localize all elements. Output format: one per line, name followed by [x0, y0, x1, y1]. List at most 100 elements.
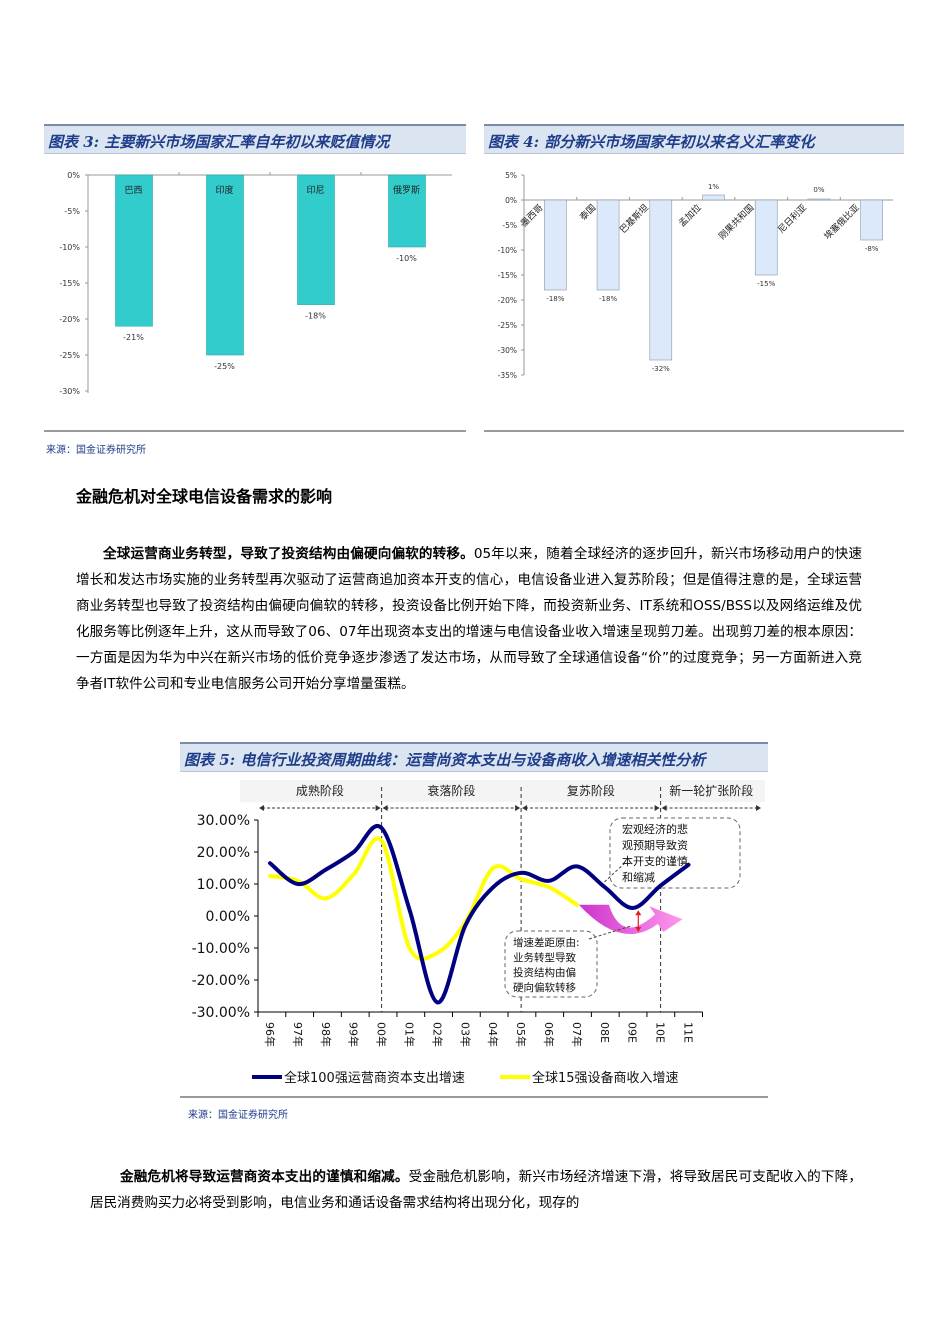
x-tick-label: 08E [598, 1022, 611, 1043]
callout-text: 硬向偏软转移 [513, 981, 576, 994]
x-tick-label: 07年 [570, 1022, 584, 1047]
x-tick-label: 98年 [319, 1022, 333, 1047]
trend-arrow [578, 904, 683, 935]
phase-label: 衰落阶段 [427, 783, 475, 798]
y-tick-label: -35% [498, 371, 517, 380]
x-tick-label: 03年 [458, 1022, 472, 1047]
x-tick-label: 97年 [291, 1022, 305, 1047]
figure4-title: 图表 4: 部分新兴市场国家年初以来名义汇率变化 [484, 124, 904, 154]
figure4-bottom-rule [484, 430, 904, 432]
callout-text: 和缩减 [622, 871, 655, 884]
category-label: 孟加拉 [676, 202, 704, 230]
y-tick-label: -20% [498, 296, 517, 305]
bar [649, 199, 673, 361]
bar [702, 194, 725, 201]
y-tick-label: -15% [59, 279, 80, 288]
legend-label: 全球100强运营商资本支出增速 [284, 1070, 465, 1086]
category-label: 印度 [215, 184, 233, 196]
legend-label: 全球15强设备商收入增速 [532, 1070, 679, 1086]
y-tick-label: -30% [498, 346, 517, 355]
figure5-title: 图表 5: 电信行业投资周期曲线：运营尚资本支出与设备商收入增速相关性分析 [180, 742, 768, 772]
x-tick-label: 06年 [542, 1022, 556, 1047]
category-label: 墨西哥 [519, 202, 546, 229]
bar [115, 174, 153, 327]
bar [596, 199, 620, 291]
series-line [268, 823, 691, 1005]
x-tick-label: 01年 [403, 1022, 417, 1047]
phase-label: 新一轮扩张阶段 [669, 783, 753, 798]
phase-label: 成熟阶段 [296, 783, 344, 798]
figure5-bottom-rule [180, 1096, 768, 1098]
paragraph-1-lead: 全球运营商业务转型，导致了投资结构由偏硬向偏软的转移。 [103, 546, 474, 562]
x-tick-label: 02年 [430, 1022, 444, 1047]
callout-text: 业务转型导致 [513, 951, 576, 964]
y-tick-label: -20% [59, 315, 80, 324]
bar [860, 199, 883, 241]
figure3-title: 图表 3: 主要新兴市场国家汇率自年初以来贬值情况 [44, 124, 466, 154]
x-tick-label: 00年 [375, 1022, 389, 1047]
y-tick-label: 20.00% [197, 845, 250, 861]
section-heading: 金融危机对全球电信设备需求的影响 [76, 487, 333, 506]
bar [297, 174, 335, 305]
y-tick-label: -15% [498, 271, 517, 280]
y-tick-label: -25% [59, 351, 80, 360]
y-tick-label: 30.00% [197, 813, 250, 829]
value-label: -15% [757, 280, 775, 288]
callout-text: 宏观经济的悲 [622, 822, 688, 836]
category-label: 埃塞俄比亚 [821, 202, 861, 242]
category-label: 泰国 [577, 202, 598, 223]
y-tick-label: -10.00% [192, 941, 250, 957]
y-tick-label: -25% [498, 321, 517, 330]
category-label: 巴基斯坦 [617, 202, 651, 236]
y-tick-label: 0% [505, 196, 517, 205]
category-label: 刚果共和国 [717, 202, 757, 242]
callout-text: 增速差距原由: [513, 936, 580, 949]
x-tick-label: 05年 [514, 1022, 528, 1047]
figure3-bottom-rule [44, 430, 466, 432]
value-label: -18% [599, 295, 617, 303]
x-tick-label: 11E [682, 1022, 695, 1043]
bar [807, 198, 831, 201]
figure5-chart: 成熟阶段 衰落阶段 复苏阶段 新一轮扩张阶段 30.00% 20.00% 10.00% 0.… [192, 780, 765, 1086]
figure3-chart: 0% -5% -10% -15% -20% -25% -30% 巴西 -21% 印度 -25% 印尼… [59, 171, 452, 396]
value-label: -18% [305, 312, 326, 321]
x-tick-label: 09E [626, 1022, 639, 1043]
y-tick-label: -5% [502, 221, 517, 230]
callout-text: 观预期导致资 [622, 838, 688, 852]
y-tick-label: 10.00% [197, 877, 250, 893]
value-label: -10% [396, 254, 417, 263]
callout-macro [609, 817, 741, 889]
series-line [268, 836, 579, 961]
phase-label: 复苏阶段 [567, 783, 615, 798]
value-label: -8% [865, 245, 879, 253]
bar [544, 199, 567, 291]
figure4-bars: -18% 墨西哥 -18% 泰国 -32% 巴基斯坦 1% 孟加拉 -15% 刚果共和国 0% 尼日利… [519, 183, 883, 373]
y-tick-label: -10% [59, 243, 80, 252]
value-label: 0% [813, 186, 824, 194]
figure4-chart: 5% 0% -5% -10% -15% -20% -25% -30% -35% -18% 墨西哥 -… [498, 171, 893, 380]
callout-text: 本开支的谨慎 [622, 854, 688, 868]
y-tick-label: -30.00% [192, 1005, 250, 1021]
x-tick-label: 96年 [263, 1022, 277, 1047]
y-tick-label: 0% [67, 171, 80, 180]
callout-text: 投资结构由偏 [513, 966, 576, 979]
y-tick-label: -30% [59, 387, 80, 396]
paragraph-2: 金融危机将导致运营商资本支出的谨慎和缩减。受金融危机影响，新兴市场经济增速下滑，… [90, 1164, 862, 1216]
category-label: 尼日利亚 [775, 202, 809, 236]
bar [206, 174, 244, 356]
figure3-bars: 巴西 -21% 印度 -25% 印尼 -18% 俄罗斯 -10% [115, 172, 426, 371]
x-tick-label: 99年 [347, 1022, 361, 1047]
paragraph-2-body: 受金融危机影响，新兴市场经济增速下滑，将导致居民可支配收入的下降，居民消费购买力… [90, 1169, 863, 1211]
category-label: 印尼 [306, 184, 324, 196]
bar [388, 174, 426, 248]
y-tick-label: -5% [64, 207, 80, 216]
x-tick-label: 04年 [486, 1022, 500, 1047]
figure3-source: 来源：国金证券研究所 [46, 445, 146, 456]
y-tick-label: -10% [498, 246, 517, 255]
callout-gap [504, 930, 598, 998]
value-label: -18% [546, 295, 564, 303]
value-label: -25% [214, 362, 235, 371]
bar [754, 199, 778, 276]
paragraph-1: 全球运营商业务转型，导致了投资结构由偏硬向偏软的转移。05年以来，随着全球经济的… [76, 541, 862, 697]
y-tick-label: 5% [505, 171, 517, 180]
